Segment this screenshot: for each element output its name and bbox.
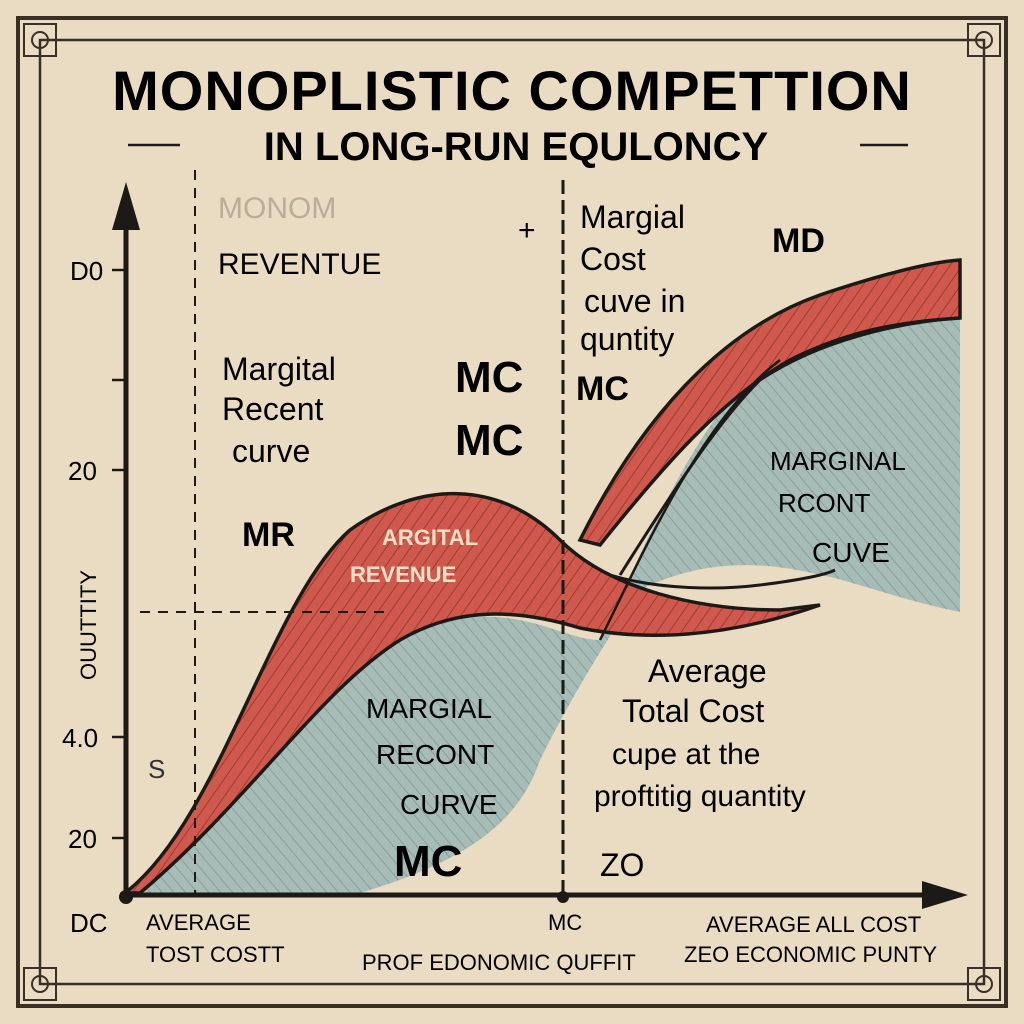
origin-dot <box>119 890 133 904</box>
x-axis-mc-label: MC <box>548 910 582 935</box>
marginal-cost-label-line2: Cost <box>580 241 646 277</box>
y-tick-label-20-top: 20 <box>68 456 97 486</box>
zo-label: ZO <box>600 847 644 883</box>
corner-ornament-tr <box>967 23 1001 57</box>
right-curve-guide <box>598 359 781 641</box>
marginal-lower-line3: CURVE <box>400 789 498 820</box>
mc-center-label-1: MC <box>455 353 523 402</box>
corner-ornament-tl <box>23 23 57 57</box>
page-subtitle: IN LONG-RUN EQULONCY <box>264 125 769 169</box>
inner-frame <box>38 38 986 986</box>
y-axis-arrow-icon <box>112 182 140 230</box>
footer-left-line1: AVERAGE <box>146 910 251 935</box>
marginal-cost-label-line1: Margial <box>580 199 685 235</box>
mc-curve-lower-line <box>609 568 836 590</box>
mc-curve-line <box>618 316 961 576</box>
y-tick-label-20-bottom: 20 <box>68 824 97 854</box>
md-label: MD <box>772 222 825 260</box>
argital-label-line2: REVENUE <box>350 562 456 587</box>
plus-mark: + <box>518 214 536 247</box>
margital-label-line3: curve <box>232 433 310 469</box>
marginal-cost-label-line4: quntity <box>580 321 674 357</box>
marginal-right-line1: MARGINAL <box>770 446 906 476</box>
red-revenue-band <box>119 492 821 895</box>
teal-cost-region <box>130 318 960 893</box>
footer-left-line2: TOST COSTT <box>146 942 285 967</box>
margital-label-line1: Margital <box>222 351 336 387</box>
marginal-cost-label-line3: cuve in <box>584 283 685 319</box>
center-axis-dot <box>557 891 569 903</box>
atc-label-line1: Average <box>648 653 767 689</box>
outer-frame <box>16 16 1008 1008</box>
corner-ornament-br <box>967 967 1001 1001</box>
y-tick-label-40: 4.0 <box>62 723 98 753</box>
marginal-lower-line2: RECONT <box>376 739 494 770</box>
y-tick-label-d0: D0 <box>70 256 103 286</box>
revenue-top-label: REVENTUE <box>218 248 381 281</box>
margital-label-line2: Recent <box>222 391 324 427</box>
atc-label-line2: Total Cost <box>622 693 764 729</box>
mc-center-label-2: MC <box>455 416 523 465</box>
monom-faded-label: MONOM <box>218 192 336 225</box>
footer-right-line1: AVERAGE ALL COST <box>706 912 921 937</box>
argital-label-line1: ARGITAL <box>382 525 478 550</box>
marginal-lower-line1: MARGIAL <box>366 693 492 724</box>
mc-lower-label: MC <box>394 837 462 886</box>
corner-ornament-bl <box>23 967 57 1001</box>
x-axis-arrow-icon <box>922 881 968 909</box>
footer-right-line2: ZEO ECONOMIC PUNTY <box>684 942 937 967</box>
marginal-right-line2: RCONT <box>778 488 871 518</box>
mr-label: MR <box>242 516 295 554</box>
footer-center: PROF EDONOMIC QUFFIT <box>362 950 636 975</box>
marginal-right-line3: CUVE <box>812 537 890 568</box>
page-title: MONOPLISTIC COMPETTION <box>112 59 912 122</box>
atc-label-line4: proftitig quantity <box>594 780 806 813</box>
atc-label-line3: cupe at the <box>612 738 760 771</box>
mc-right-label: MC <box>576 370 629 408</box>
left-small-mark: S <box>148 754 165 784</box>
y-axis-label: OUUTTITY <box>76 570 101 680</box>
origin-label: DC <box>70 908 108 938</box>
red-upper-band <box>577 258 962 547</box>
